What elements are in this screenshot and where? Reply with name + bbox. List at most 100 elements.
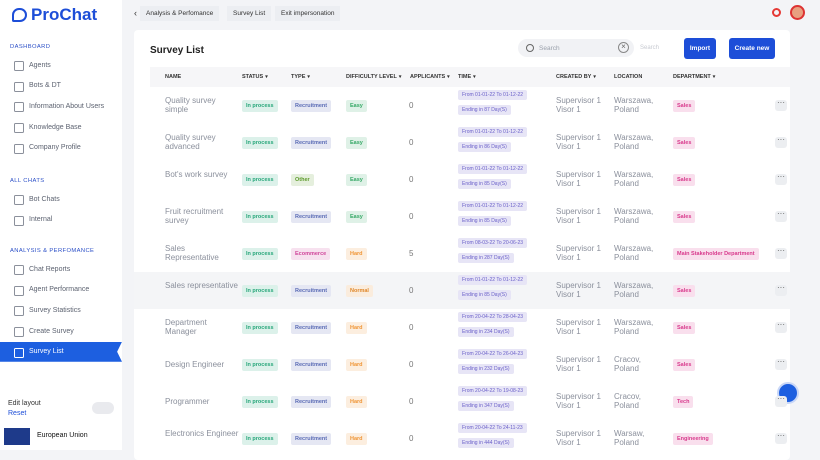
table-row[interactable]: Design Engineer In process Recruitment Hard… bbox=[134, 346, 790, 383]
nav-item[interactable]: Agent Performance bbox=[0, 280, 122, 300]
location: Warszawa, Poland bbox=[614, 170, 654, 188]
nav-item[interactable]: Create Survey bbox=[0, 321, 122, 341]
survey-name: Design Engineer bbox=[165, 360, 225, 369]
created-by: Supervisor 1 Visor 1 bbox=[556, 133, 601, 151]
avatar[interactable] bbox=[790, 5, 805, 20]
logo[interactable]: ProChat bbox=[12, 5, 97, 25]
difficulty-badge: Easy bbox=[346, 174, 367, 186]
nav-item[interactable]: Agents bbox=[0, 55, 122, 75]
column-header[interactable]: LOCATION bbox=[614, 74, 643, 80]
table-row[interactable]: Programmer In process Recruitment Hard 0 From… bbox=[134, 383, 790, 420]
column-header[interactable]: STATUS ▾ bbox=[242, 74, 268, 80]
type-badge: Recruitment bbox=[291, 100, 332, 112]
row-menu[interactable]: ··· bbox=[775, 358, 787, 370]
location: Warszawa, Poland bbox=[614, 318, 654, 336]
difficulty-badge: Easy bbox=[346, 100, 367, 112]
nav-item[interactable]: Company Profile bbox=[0, 138, 122, 158]
location: Warszawa, Poland bbox=[614, 133, 654, 151]
applicants: 0 bbox=[409, 138, 414, 147]
status-badge: In process bbox=[242, 174, 278, 186]
table-header bbox=[150, 67, 790, 87]
type-badge: Recruitment bbox=[291, 433, 332, 445]
nav-item[interactable]: Information About Users bbox=[0, 96, 122, 116]
table-row[interactable]: Fruit recruitment survey In process Recrui… bbox=[134, 198, 790, 235]
search-input[interactable]: Search bbox=[518, 39, 634, 57]
time-range: From 20-04-22 To 26-04-23 bbox=[458, 349, 528, 359]
status-badge: In process bbox=[242, 100, 278, 112]
nav-item[interactable]: Bot Chats bbox=[0, 189, 122, 209]
applicants: 0 bbox=[409, 323, 414, 332]
back-arrow[interactable]: ‹ bbox=[134, 8, 137, 18]
import-button[interactable]: Import bbox=[684, 38, 716, 59]
time-ending: Ending in 347 Day(S) bbox=[458, 401, 514, 411]
nav-item[interactable]: Internal bbox=[0, 210, 122, 230]
type-badge: Recruitment bbox=[291, 359, 332, 371]
survey-name: Programmer bbox=[165, 397, 210, 406]
column-header[interactable]: TIME ▾ bbox=[458, 74, 476, 80]
difficulty-badge: Easy bbox=[346, 211, 367, 223]
table-row[interactable]: Quality survey simple In process Recruitme… bbox=[134, 87, 790, 124]
nav-item[interactable]: Knowledge Base bbox=[0, 117, 122, 137]
row-menu[interactable]: ··· bbox=[775, 284, 787, 296]
row-menu[interactable]: ··· bbox=[775, 395, 787, 407]
column-header[interactable]: NAME bbox=[165, 74, 182, 80]
department-badge: Sales bbox=[673, 322, 696, 334]
difficulty-badge: Hard bbox=[346, 396, 367, 408]
breadcrumb[interactable]: Survey List bbox=[227, 6, 272, 21]
column-header[interactable]: APPLICANTS ▾ bbox=[410, 74, 450, 80]
time-range: From 08-03-22 To 20-06-23 bbox=[458, 238, 528, 248]
sort-caret: ▾ bbox=[593, 74, 596, 80]
location: Warszawa, Poland bbox=[614, 281, 654, 299]
row-menu[interactable]: ··· bbox=[775, 247, 787, 259]
row-menu[interactable]: ··· bbox=[775, 210, 787, 222]
survey-name: Sales Representative bbox=[165, 244, 219, 262]
section-title: ANALYSIS & PERFOMANCE bbox=[10, 248, 95, 254]
difficulty-badge: Normal bbox=[346, 285, 373, 297]
row-menu[interactable]: ··· bbox=[775, 432, 787, 444]
difficulty-badge: Hard bbox=[346, 322, 367, 334]
create-button[interactable]: Create new bbox=[729, 38, 775, 59]
column-header[interactable]: TYPE ▾ bbox=[291, 74, 310, 80]
column-header[interactable]: CREATED BY ▾ bbox=[556, 74, 596, 80]
breadcrumb[interactable]: Analysis & Perfomance bbox=[140, 6, 220, 21]
row-menu[interactable]: ··· bbox=[775, 99, 787, 111]
survey-name: Quality survey advanced bbox=[165, 133, 216, 151]
table-row[interactable]: Bot's work survey In process Other Easy 0 Fro… bbox=[134, 161, 790, 198]
column-header[interactable]: DEPARTMENT ▾ bbox=[673, 74, 716, 80]
nav-item[interactable]: Survey List bbox=[0, 341, 122, 362]
type-badge: Recruitment bbox=[291, 285, 332, 297]
type-badge: Other bbox=[291, 174, 314, 186]
table-row[interactable]: Department Manager In process Recruitment H… bbox=[134, 309, 790, 346]
edit-layout: Edit layout bbox=[8, 400, 41, 407]
survey-name: Electronics Engineer bbox=[165, 429, 239, 438]
sort-caret: ▾ bbox=[473, 74, 476, 80]
table-row[interactable]: Sales representative In process Recruitmen… bbox=[134, 272, 790, 309]
applicants: 0 bbox=[409, 434, 414, 443]
nav-item[interactable]: Bots & DT bbox=[0, 76, 122, 96]
nav-item[interactable]: Chat Reports bbox=[0, 259, 122, 279]
row-menu[interactable]: ··· bbox=[775, 136, 787, 148]
notification-icon[interactable] bbox=[772, 8, 781, 17]
location: Warszawa, Poland bbox=[614, 207, 654, 225]
time-ending: Ending in 232 Day(S) bbox=[458, 364, 514, 374]
row-menu[interactable]: ··· bbox=[775, 173, 787, 185]
applicants: 0 bbox=[409, 175, 414, 184]
nav-item[interactable]: Survey Statistics bbox=[0, 300, 122, 320]
location: Cracov, Poland bbox=[614, 392, 641, 410]
survey-name: Bot's work survey bbox=[165, 170, 228, 179]
column-header[interactable]: DIFFICULTY LEVEL ▾ bbox=[346, 74, 402, 80]
layout-toggle[interactable] bbox=[92, 402, 114, 414]
status-badge: In process bbox=[242, 211, 278, 223]
applicants: 0 bbox=[409, 212, 414, 221]
table-row[interactable]: Quality survey advanced In process Recruit… bbox=[134, 124, 790, 161]
breadcrumb[interactable]: Exit impersonation bbox=[275, 6, 341, 21]
table-row[interactable]: Sales Representative In process Ecommerce H… bbox=[134, 235, 790, 272]
time-range: From 01-01-22 To 01-12-22 bbox=[458, 164, 528, 174]
sidebar: ProChat Edit layout Reset European Union… bbox=[0, 0, 122, 450]
row-menu[interactable]: ··· bbox=[775, 321, 787, 333]
table-row[interactable]: Electronics Engineer In process Recruitmen… bbox=[134, 420, 790, 457]
type-badge: Recruitment bbox=[291, 396, 332, 408]
reset-link[interactable]: Reset bbox=[8, 410, 27, 417]
location: Cracov, Poland bbox=[614, 355, 641, 373]
search-button[interactable]: Search bbox=[640, 45, 660, 51]
